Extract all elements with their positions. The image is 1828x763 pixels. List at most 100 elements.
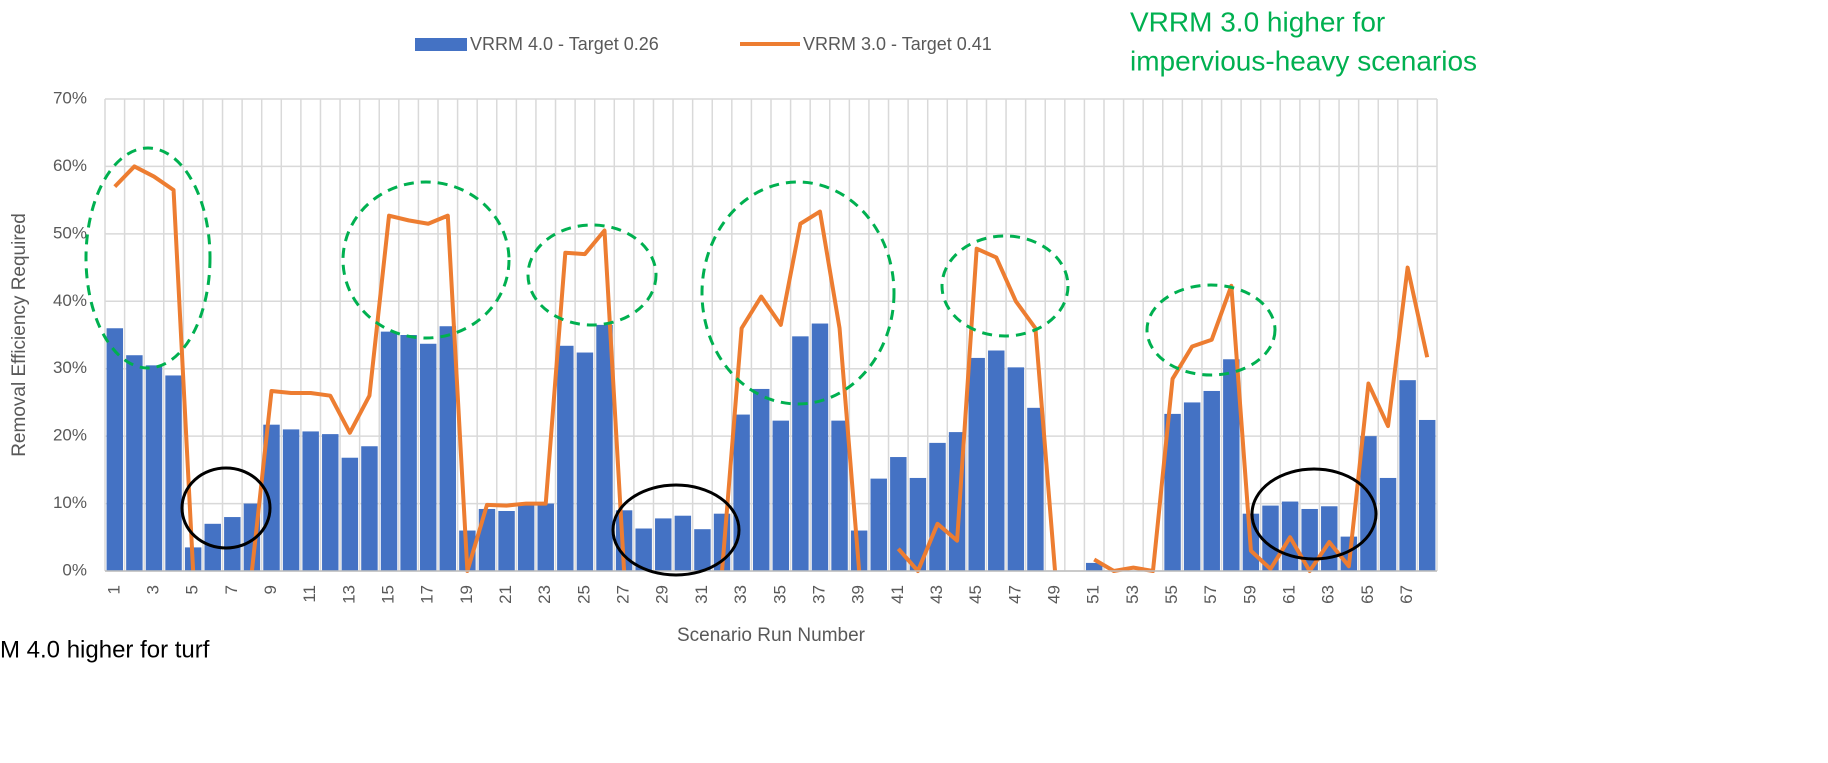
bar [419, 343, 437, 571]
bar [752, 388, 770, 571]
x-tick-label: 15 [379, 585, 398, 604]
bar [1007, 367, 1025, 571]
bar [145, 365, 163, 571]
bar [517, 504, 535, 571]
highlight-ellipse [940, 234, 1070, 338]
y-tick-label: 10% [53, 493, 87, 512]
bar [106, 328, 124, 571]
x-tick-label: 25 [574, 585, 593, 604]
x-tick-label: 31 [692, 585, 711, 604]
bar [380, 331, 398, 571]
highlight-ellipse [1250, 467, 1378, 561]
bar [302, 431, 319, 571]
x-tick-label: 51 [1084, 585, 1103, 604]
bar [282, 429, 300, 571]
x-tick-label: 1 [104, 585, 123, 594]
x-tick-label: 29 [653, 585, 672, 604]
bar [126, 355, 143, 571]
y-tick-label: 20% [53, 426, 87, 445]
bar [361, 446, 378, 571]
highlight-ellipse [526, 223, 658, 327]
bar [439, 326, 457, 571]
bar [635, 528, 652, 571]
bar [557, 345, 574, 571]
bar [1301, 508, 1318, 571]
x-tick-label: 45 [966, 585, 985, 604]
x-tick-label: 67 [1397, 585, 1416, 604]
annotation: VRRM 3.0 higher for [1130, 6, 1385, 37]
x-tick-label: 59 [1240, 585, 1259, 604]
x-tick-label: 5 [183, 585, 202, 594]
x-tick-label: 23 [535, 585, 554, 604]
bar [674, 515, 692, 571]
x-tick-label: 27 [614, 585, 633, 604]
bar [1203, 390, 1220, 571]
bar [1321, 506, 1338, 571]
y-tick-label: 60% [53, 156, 87, 175]
line [113, 164, 1430, 573]
y-tick-label: 40% [53, 291, 87, 310]
bar [909, 477, 927, 571]
x-tick-label: 7 [222, 585, 241, 594]
vertical-grid [104, 99, 1438, 571]
y-axis-label: Removal Efficiency Required [9, 213, 30, 457]
bar [341, 457, 359, 571]
bar [890, 457, 907, 571]
x-tick-label: 57 [1201, 585, 1220, 604]
x-tick-label: 37 [809, 585, 828, 604]
bar [498, 510, 515, 571]
y-tick-label: 50% [53, 223, 87, 242]
annotation: impervious-heavy scenarios [1130, 45, 1477, 76]
x-tick-label: 53 [1123, 585, 1142, 604]
bar [322, 434, 339, 571]
bar [596, 324, 613, 571]
x-tick-label: 3 [143, 585, 162, 594]
bar [694, 529, 711, 571]
bar [1262, 505, 1279, 571]
x-tick-label: 49 [1045, 585, 1064, 604]
bar [792, 336, 809, 571]
y-tick-label: 0% [62, 560, 87, 579]
bar [1379, 477, 1397, 571]
bar [1223, 359, 1240, 571]
highlight-ellipse [84, 146, 212, 370]
bar [929, 442, 946, 571]
legend-swatch [415, 38, 467, 51]
x-axis-label: Scenario Run Number [677, 625, 866, 646]
bar [811, 323, 829, 571]
x-tick-label: 17 [418, 585, 437, 604]
y-tick-label: 70% [53, 88, 87, 107]
highlight-ellipse [1145, 283, 1277, 377]
highlight-ellipse [611, 483, 741, 577]
x-tick-label: 63 [1319, 585, 1338, 604]
x-tick-label: 11 [300, 585, 319, 603]
highlight-ellipse [700, 180, 896, 406]
bar [400, 335, 417, 571]
bar [576, 352, 594, 571]
highlight-ellipse [341, 180, 511, 340]
legend-label: VRRM 4.0 - Target 0.26 [470, 34, 659, 54]
legend-label: VRRM 3.0 - Target 0.41 [803, 34, 992, 54]
bar [968, 357, 985, 571]
bar [831, 420, 848, 571]
x-tick-label: 33 [731, 585, 750, 604]
x-tick-label: 13 [339, 585, 358, 604]
bar [988, 350, 1005, 571]
bar [1085, 562, 1103, 571]
annotation: M 4.0 higher for turf [0, 636, 210, 663]
highlight-ellipse [180, 466, 272, 550]
x-tick-label: 47 [1005, 585, 1024, 604]
bar [165, 375, 182, 571]
bar [1027, 407, 1044, 571]
bar [1360, 436, 1377, 571]
bar [1164, 413, 1181, 571]
x-tick-label: 21 [496, 585, 515, 604]
bar [655, 518, 672, 571]
x-tick-label: 35 [770, 585, 789, 604]
bar [224, 517, 241, 571]
bar [263, 424, 280, 571]
x-tick-label: 65 [1358, 585, 1377, 604]
x-tick-label: 9 [261, 585, 280, 594]
bar [1183, 402, 1201, 571]
